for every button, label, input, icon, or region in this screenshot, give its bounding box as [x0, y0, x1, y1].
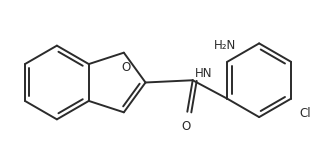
Text: HN: HN	[194, 67, 212, 80]
Text: O: O	[182, 120, 191, 133]
Text: H₂N: H₂N	[214, 39, 236, 52]
Text: Cl: Cl	[299, 107, 311, 120]
Text: O: O	[122, 61, 131, 74]
